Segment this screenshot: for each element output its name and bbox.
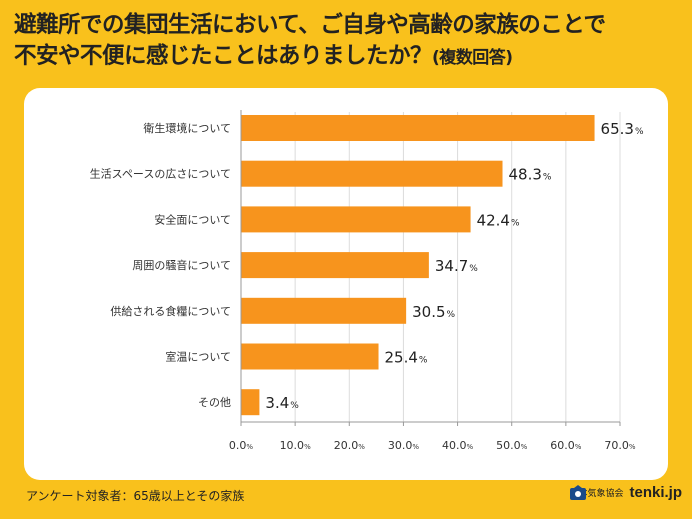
- bar: [241, 115, 595, 141]
- value-label: 42.4%: [477, 211, 520, 229]
- tick-unit: %: [412, 443, 419, 451]
- bar: [241, 297, 407, 324]
- tick-unit: %: [466, 443, 473, 451]
- value-number: 65.3: [601, 120, 634, 138]
- value-number: 25.4: [385, 349, 418, 367]
- value-number: 30.5: [412, 303, 445, 321]
- brand-name: tenki.jp: [629, 484, 682, 501]
- category-label: 衛生環境について: [143, 121, 231, 135]
- x-tick-label: 20.0%: [334, 439, 366, 452]
- credits: 日本気象協会 tenki.jp: [569, 484, 682, 501]
- x-tick-label: 60.0%: [550, 439, 582, 452]
- x-tick-label: 40.0%: [442, 439, 474, 452]
- bar: [241, 206, 471, 233]
- value-label: 48.3%: [509, 166, 552, 184]
- title-line-1: 避難所での集団生活において、ご自身や高齢の家族のことで: [14, 12, 606, 38]
- category-label: 室温について: [165, 350, 231, 364]
- x-tick-label: 10.0%: [280, 439, 312, 452]
- value-number: 34.7: [435, 257, 468, 275]
- title-line-2-main: 不安や不便に感じたことはありましたか？: [14, 43, 433, 69]
- tick-number: 60.0: [550, 439, 575, 452]
- value-label: 3.4%: [265, 394, 299, 412]
- tick-number: 70.0: [604, 439, 629, 452]
- tick-number: 30.0: [388, 439, 413, 452]
- chart-panel: [24, 88, 668, 480]
- category-label: 周囲の騒音について: [132, 258, 231, 272]
- bar: [241, 160, 503, 187]
- category-label: 安全面について: [154, 212, 231, 226]
- x-tick-label: 30.0%: [388, 439, 420, 452]
- x-tick-label: 50.0%: [496, 439, 528, 452]
- tick-unit: %: [246, 443, 253, 451]
- tick-number: 10.0: [280, 439, 305, 452]
- value-unit: %: [511, 218, 520, 228]
- category-label: 供給される食糧について: [110, 304, 231, 318]
- value-unit: %: [635, 127, 644, 137]
- category-label: その他: [198, 396, 231, 409]
- value-unit: %: [290, 401, 299, 411]
- value-unit: %: [543, 173, 552, 183]
- tenki-logo-icon: [570, 485, 587, 500]
- tick-unit: %: [629, 443, 636, 451]
- tick-unit: %: [521, 443, 528, 451]
- x-tick-label: 70.0%: [604, 439, 636, 452]
- value-number: 3.4: [265, 394, 289, 412]
- value-label: 65.3%: [601, 120, 644, 138]
- value-number: 48.3: [509, 166, 542, 184]
- value-label: 34.7%: [435, 257, 478, 275]
- tick-number: 0.0: [229, 439, 247, 452]
- value-unit: %: [419, 356, 428, 366]
- bar: [241, 389, 260, 416]
- value-number: 42.4: [477, 211, 510, 229]
- title-line-2-paren: (複数回答): [432, 48, 513, 68]
- tick-unit: %: [358, 443, 365, 451]
- tick-unit: %: [575, 443, 582, 451]
- chart-title: 避難所での集団生活において、ご自身や高齢の家族のことで 不安や不便に感じたことは…: [14, 10, 684, 74]
- tick-number: 40.0: [442, 439, 467, 452]
- value-unit: %: [469, 264, 478, 274]
- x-tick-label: 0.0%: [229, 439, 254, 452]
- value-label: 30.5%: [412, 303, 455, 321]
- tick-number: 50.0: [496, 439, 521, 452]
- tick-unit: %: [304, 443, 311, 451]
- value-label: 25.4%: [385, 349, 428, 367]
- category-label: 生活スペースの広さについて: [90, 167, 231, 181]
- bar: [241, 252, 429, 279]
- tick-number: 20.0: [334, 439, 359, 452]
- bar: [241, 343, 379, 370]
- title-line-2: 不安や不便に感じたことはありましたか？(複数回答): [14, 41, 684, 74]
- survey-note: アンケート対象者：65歳以上とその家族: [26, 489, 245, 503]
- value-unit: %: [447, 310, 456, 320]
- org-name: 日本気象協会: [569, 489, 624, 499]
